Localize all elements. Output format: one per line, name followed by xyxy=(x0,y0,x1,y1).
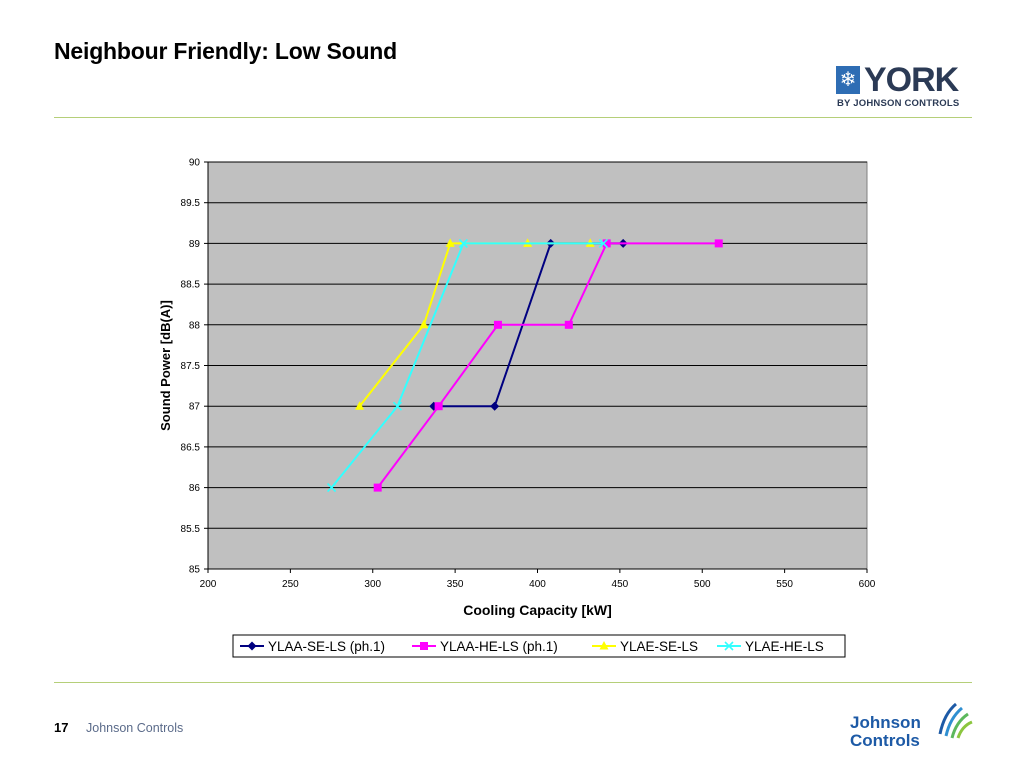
footer-company-name: Johnson Controls xyxy=(86,721,184,735)
chart-legend: YLAA-SE-LS (ph.1) YLAA-HE-LS (ph.1) YLAE-S… xyxy=(232,634,846,658)
x-tick-labels: 200 250 300 350 400 450 500 550 600 xyxy=(200,579,876,590)
axes xyxy=(207,162,867,570)
york-logo-tagline: BY JOHNSON CONTROLS xyxy=(837,98,960,109)
data-point xyxy=(420,642,428,650)
x-tick-label: 450 xyxy=(612,579,629,590)
snowflake-icon: ❄ xyxy=(836,66,860,94)
series-layer xyxy=(326,238,723,493)
x-tick-label: 600 xyxy=(859,579,876,590)
legend-item: YLAA-SE-LS (ph.1) xyxy=(240,639,385,654)
y-axis-label: Sound Power [dB(A)] xyxy=(158,300,173,431)
york-logo-word: YORK xyxy=(864,61,959,99)
x-axis-label: Cooling Capacity [kW] xyxy=(463,602,612,618)
y-tick-label: 89.5 xyxy=(181,198,201,209)
data-point xyxy=(355,401,365,410)
x-tick-label: 400 xyxy=(529,579,546,590)
series-line xyxy=(376,242,719,489)
legend-box xyxy=(232,634,846,658)
jc-swoosh-icon xyxy=(938,702,973,739)
y-tick-label: 87.5 xyxy=(181,361,201,372)
x-tick-label: 350 xyxy=(447,579,464,590)
page-number: 17 xyxy=(54,720,69,735)
sound-power-chart: 85 85.5 86 86.5 87 87.5 88 88.5 89 89.5 90 200 250 3… xyxy=(158,158,876,658)
bottom-divider xyxy=(54,682,972,683)
data-point xyxy=(490,401,500,411)
y-tick-label: 90 xyxy=(189,158,201,169)
data-point xyxy=(373,483,382,492)
x-tick-label: 250 xyxy=(282,579,299,590)
x-tick-label: 200 xyxy=(200,579,217,590)
data-point xyxy=(392,401,403,411)
data-point xyxy=(564,320,573,329)
series-4 xyxy=(326,238,608,493)
series-line xyxy=(330,242,604,489)
york-logo: ❄ YORK BY JOHNSON CONTROLS xyxy=(836,61,970,110)
y-tick-label: 88.5 xyxy=(181,280,201,291)
data-point xyxy=(445,238,455,247)
x-tick-label: 550 xyxy=(776,579,793,590)
series-2 xyxy=(373,239,723,492)
legend-label: YLAA-SE-LS (ph.1) xyxy=(268,639,385,654)
data-point xyxy=(493,320,502,329)
y-tick-label: 88 xyxy=(189,320,201,331)
y-tick-labels: 85 85.5 86 86.5 87 87.5 88 88.5 89 89.5 90 xyxy=(181,158,201,576)
slide-title: Neighbour Friendly: Low Sound xyxy=(54,38,398,64)
y-tick-label: 87 xyxy=(189,402,201,413)
data-point xyxy=(598,238,608,248)
y-tick-label: 89 xyxy=(189,239,201,250)
data-point xyxy=(714,239,723,248)
data-point xyxy=(419,319,429,329)
x-tick-label: 500 xyxy=(694,579,711,590)
data-point xyxy=(599,641,609,650)
legend-label: YLAE-SE-LS xyxy=(620,639,698,654)
legend-item: YLAA-HE-LS (ph.1) xyxy=(412,639,558,654)
data-point xyxy=(434,402,443,411)
legend-label: YLAE-HE-LS xyxy=(745,639,824,654)
jc-logo-line2: Controls xyxy=(850,731,920,750)
x-tick-label: 300 xyxy=(364,579,381,590)
top-divider xyxy=(54,117,972,118)
data-point xyxy=(326,483,337,493)
data-point xyxy=(458,238,468,248)
y-tick-label: 86.5 xyxy=(181,442,201,453)
y-tick-label: 85 xyxy=(189,565,201,576)
legend-label: YLAA-HE-LS (ph.1) xyxy=(440,639,558,654)
legend-item: YLAE-SE-LS xyxy=(592,639,698,654)
data-point xyxy=(247,641,257,651)
data-point xyxy=(602,239,611,248)
legend-item: YLAE-HE-LS xyxy=(717,639,824,654)
data-point xyxy=(724,641,734,651)
johnson-controls-logo: Johnson Controls xyxy=(850,700,975,756)
y-tick-label: 86 xyxy=(189,483,201,494)
jc-logo-line1: Johnson xyxy=(850,713,921,732)
y-tick-label: 85.5 xyxy=(181,524,201,535)
